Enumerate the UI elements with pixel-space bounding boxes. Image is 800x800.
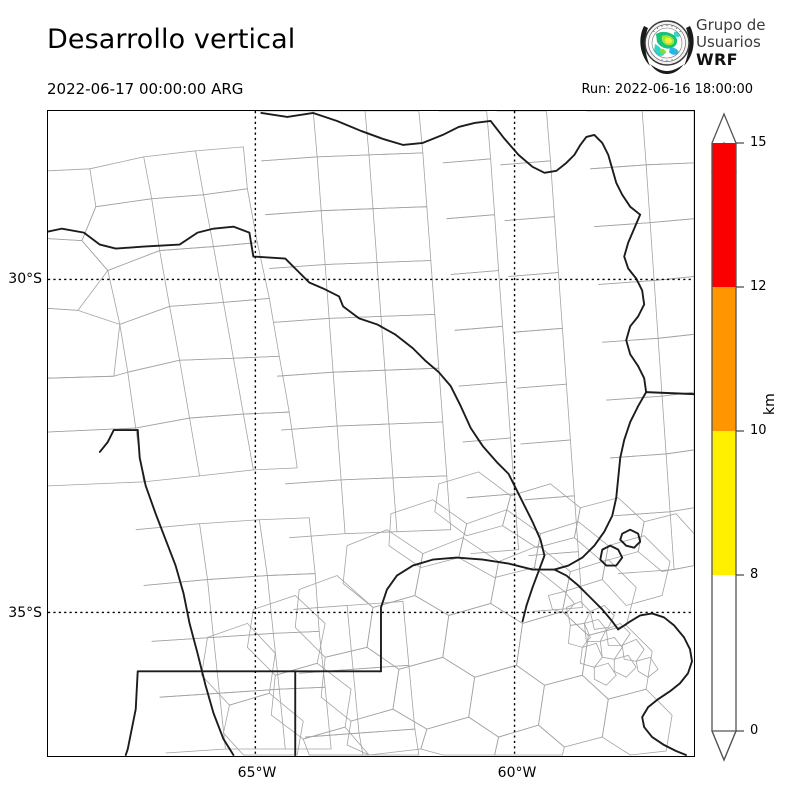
xtick-label-65w: 65°W [237,765,277,781]
department-boundaries [48,111,694,756]
gridlines [48,111,694,756]
colorbar-tick-12: 12 [750,279,767,294]
run-time-label: Run: 2022-06-16 18:00:00 [581,82,753,97]
logo-text: Grupo de Usuarios WRF [696,16,766,69]
logo-line-1: Grupo de [696,16,766,34]
colorbar-band-white [712,575,736,731]
logo: Grupo de Usuarios WRF [636,14,796,76]
colorbar-band-orange [712,287,736,431]
colorbar-tick-0: 0 [750,723,759,738]
province-boundaries [48,112,694,756]
wrf-user-group-seal-icon [640,20,694,74]
xtick-label-60w: 60°W [497,765,537,781]
logo-line-3: WRF [696,50,738,69]
colorbar-extend-bottom [711,730,737,762]
colorbar-tick-8: 8 [750,567,759,582]
ytick-label-30s: 30°S [8,271,42,287]
map-canvas [48,111,694,756]
map-plot-area[interactable] [47,110,695,757]
colorbar-tick-10: 10 [750,423,767,438]
colorbar-tick-15: 15 [750,135,767,150]
colorbar-band-yellow [712,431,736,575]
colorbar[interactable]: 15 12 10 8 0 [705,108,800,768]
colorbar-canvas [711,112,744,762]
logo-line-2: Usuarios [696,33,761,51]
colorbar-band-red [712,143,736,287]
valid-time-label: 2022-06-17 00:00:00 ARG [47,80,244,98]
ytick-label-35s: 35°S [8,605,42,621]
colorbar-unit-label: km [762,393,778,415]
colorbar-ticks [736,142,744,732]
page-title: Desarrollo vertical [47,24,296,55]
